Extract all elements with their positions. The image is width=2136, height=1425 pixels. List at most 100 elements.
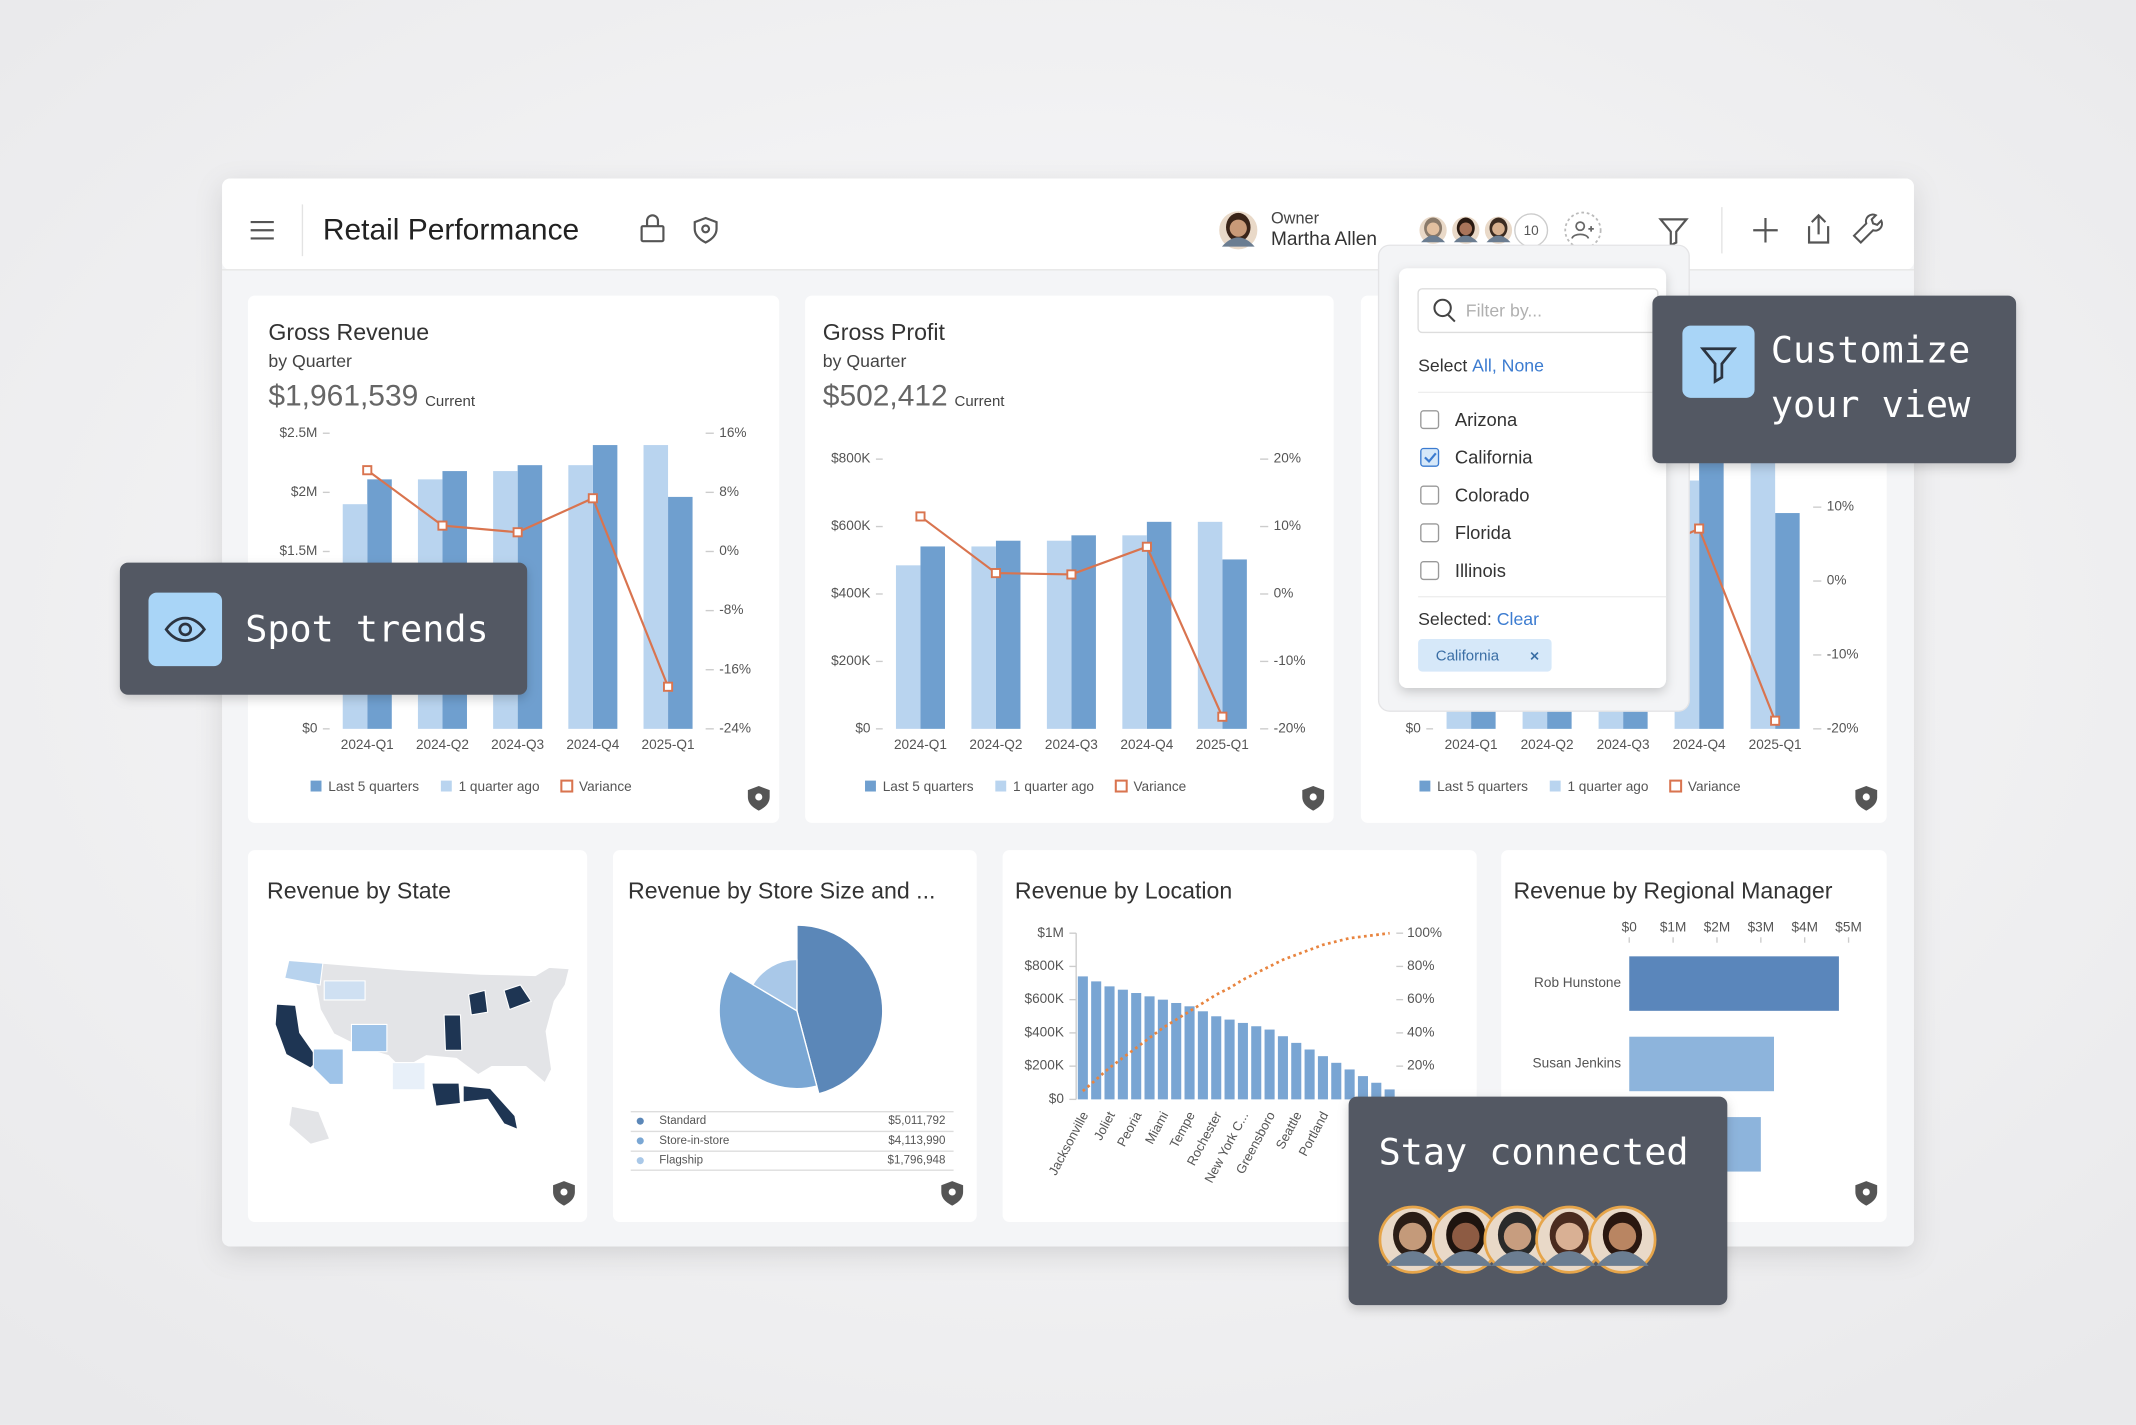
owner-label: Owner [1271, 210, 1320, 228]
legend-label: Last 5 quarters [328, 779, 419, 794]
x-tick-label: $5M [1835, 919, 1861, 934]
bar [1224, 1019, 1235, 1100]
bar [1277, 1036, 1288, 1100]
lock-icon[interactable] [640, 214, 665, 243]
x-tick-label: $3M [1748, 919, 1774, 934]
card-title: Revenue by Location [1015, 877, 1232, 903]
bar [1197, 521, 1223, 729]
card-title: Revenue by Regional Manager [1513, 877, 1832, 903]
bar [1629, 956, 1839, 1011]
bar [895, 565, 921, 729]
legend-label: 1 quarter ago [1013, 779, 1094, 794]
bar [1237, 1022, 1248, 1100]
x-tick-label: 2024-Q2 [1521, 737, 1574, 752]
filter-icon[interactable] [1658, 218, 1689, 248]
checkbox[interactable] [1420, 485, 1440, 505]
chip-remove[interactable] [1530, 651, 1539, 660]
bar [1317, 1056, 1328, 1100]
y2-tick-label: 10% [1274, 518, 1301, 533]
y-tick-label: Rob Hunstone [1534, 975, 1621, 990]
x-tick-label: 2024-Q1 [341, 737, 394, 752]
x-tick-label: 2025-Q1 [1749, 737, 1802, 752]
x-tick-label: $4M [1791, 919, 1817, 934]
permission-icon-dot [1862, 1188, 1870, 1196]
y2-tick-label: 16% [719, 425, 746, 440]
y-tick-label: $800K [831, 451, 870, 466]
variance-marker [1770, 715, 1781, 726]
legend-label: Variance [1688, 779, 1741, 794]
legend-label: Last 5 quarters [1437, 779, 1528, 794]
bar [1184, 1006, 1195, 1100]
variance-marker [1066, 569, 1077, 580]
x-tick-label: 2024-Q4 [1120, 737, 1173, 752]
bar [920, 546, 945, 729]
avatar-face [1426, 222, 1440, 236]
avatar-face [1398, 1222, 1427, 1251]
y2-tick-label: 100% [1407, 925, 1442, 940]
variance-marker [990, 568, 1001, 579]
y2-tick-label: 0% [1274, 586, 1294, 601]
bar [1091, 981, 1102, 1100]
owner-avatar[interactable] [1216, 208, 1261, 253]
share-icon[interactable] [1807, 213, 1830, 244]
x-tick-label: $1M [1660, 919, 1686, 934]
bar [1211, 1016, 1222, 1100]
x-tick-label: $2M [1704, 919, 1730, 934]
bar [1291, 1042, 1302, 1100]
avatar-body [1453, 235, 1478, 243]
callout-connected: Stay connected [1348, 1096, 1728, 1306]
bar [1304, 1049, 1315, 1100]
collaborators[interactable] [1416, 213, 1515, 247]
y2-tick-label: 20% [1407, 1058, 1434, 1073]
checkbox[interactable] [1420, 523, 1440, 543]
clear-link[interactable]: Clear [1497, 609, 1539, 629]
bar [1344, 1069, 1355, 1100]
select-none[interactable]: None [1502, 355, 1544, 375]
bar [1046, 540, 1072, 729]
state [350, 1023, 388, 1053]
x-tick-label: 2025-Q1 [1196, 737, 1249, 752]
shield-icon[interactable] [693, 216, 718, 244]
bar [1331, 1062, 1342, 1100]
y2-tick-label: -16% [719, 661, 751, 676]
card-subtitle: by Quarter [268, 351, 352, 371]
checkmark [1424, 452, 1437, 464]
y2-tick-label: -24% [719, 720, 751, 735]
y-tick-label: $1M [1037, 925, 1063, 940]
checkbox[interactable] [1420, 410, 1440, 430]
y2-tick-label: -20% [1827, 720, 1859, 735]
variance-marker [587, 493, 598, 504]
bar [1077, 976, 1088, 1100]
bar [1104, 986, 1115, 1100]
menu-icon[interactable] [250, 221, 274, 240]
avatar-face [1608, 1222, 1637, 1251]
card-title: Gross Profit [823, 319, 946, 345]
option-label: California [1455, 447, 1533, 468]
checkbox-checked[interactable] [1420, 447, 1440, 467]
variance-marker [915, 511, 926, 522]
callout-text: Stay connected [1379, 1130, 1689, 1173]
x-tick-label: 2024-Q3 [1597, 737, 1650, 752]
bar [592, 445, 618, 729]
variance-marker [1141, 541, 1152, 552]
settings-icon[interactable] [1852, 213, 1883, 244]
add-icon[interactable] [1753, 218, 1778, 243]
avatar-body [1543, 1251, 1596, 1266]
bar [1071, 535, 1096, 729]
permission-icon-dot [755, 793, 763, 801]
select-all[interactable]: All, [1472, 355, 1497, 375]
y-tick-label: $2M [291, 484, 317, 499]
select-row: Select All, None [1418, 355, 1544, 375]
legend-bullet [636, 1117, 644, 1125]
state [468, 989, 489, 1016]
bar [1171, 1002, 1182, 1100]
bar [568, 465, 593, 729]
variance-marker [663, 681, 674, 692]
avatar-face [1492, 222, 1505, 236]
y-tick-label: $1.5M [280, 543, 318, 558]
filter-icon [1699, 347, 1738, 384]
legend-value: $1,796,948 [888, 1155, 946, 1167]
state [462, 1085, 519, 1131]
checkbox[interactable] [1420, 561, 1440, 581]
